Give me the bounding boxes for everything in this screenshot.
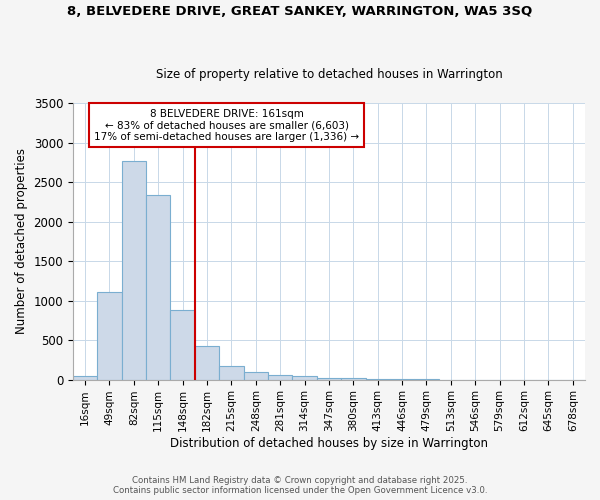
Bar [244, 372, 268, 380]
Bar [73, 376, 97, 380]
Title: Size of property relative to detached houses in Warrington: Size of property relative to detached ho… [155, 68, 502, 81]
Text: 8, BELVEDERE DRIVE, GREAT SANKEY, WARRINGTON, WA5 3SQ: 8, BELVEDERE DRIVE, GREAT SANKEY, WARRIN… [67, 5, 533, 18]
X-axis label: Distribution of detached houses by size in Warrington: Distribution of detached houses by size … [170, 437, 488, 450]
Bar [146, 194, 170, 380]
Bar [292, 376, 317, 380]
Bar [122, 162, 146, 380]
Bar [195, 346, 219, 380]
Bar [268, 375, 292, 380]
Y-axis label: Number of detached properties: Number of detached properties [15, 148, 28, 334]
Bar [341, 378, 365, 380]
Bar [219, 366, 244, 380]
Bar [170, 310, 195, 380]
Bar [97, 292, 122, 380]
Text: Contains HM Land Registry data © Crown copyright and database right 2025.
Contai: Contains HM Land Registry data © Crown c… [113, 476, 487, 495]
Text: 8 BELVEDERE DRIVE: 161sqm
← 83% of detached houses are smaller (6,603)
17% of se: 8 BELVEDERE DRIVE: 161sqm ← 83% of detac… [94, 108, 359, 142]
Bar [317, 378, 341, 380]
